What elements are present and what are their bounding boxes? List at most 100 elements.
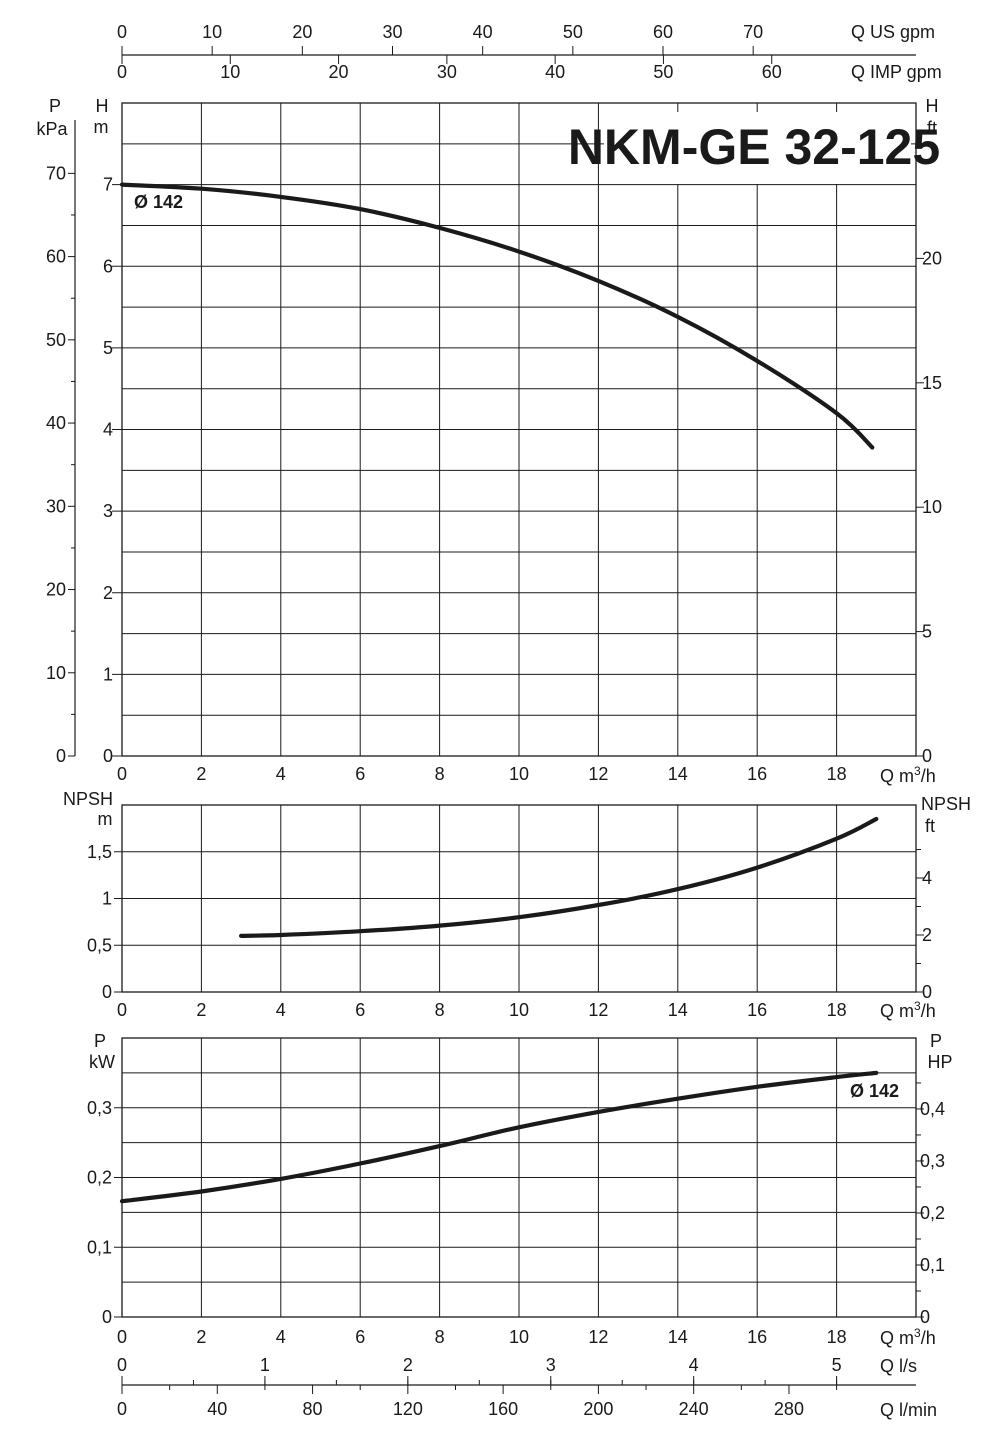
- head-left-tick-label: 1: [103, 664, 113, 684]
- head-right-axis-unit: ft: [927, 118, 937, 138]
- power-x-tick-label: 8: [435, 1327, 445, 1347]
- ls-tick-label: 1: [260, 1355, 270, 1375]
- npsh-left-tick-label: 0: [102, 982, 112, 1002]
- npsh-left-tick-label: 1,5: [87, 842, 112, 862]
- power-left-tick-label: 0,1: [87, 1237, 112, 1257]
- npsh-ft-tick-label: 4: [922, 868, 932, 888]
- power-x-tick-label: 16: [747, 1327, 767, 1347]
- title-box: NKM-GE 32-125: [568, 112, 940, 184]
- npsh-x-tick-label: 18: [827, 1000, 847, 1020]
- npsh-x-tick-label: 8: [435, 1000, 445, 1020]
- head-x-tick-label: 18: [827, 764, 847, 784]
- us-gpm-tick-label: 50: [563, 22, 583, 42]
- head-x-tick-label: 10: [509, 764, 529, 784]
- power-hp-tick-label: 0: [920, 1307, 930, 1327]
- power-left-axis-title: P: [94, 1031, 106, 1051]
- head-x-tick-label: 2: [196, 764, 206, 784]
- head-left-axis-unit: m: [94, 117, 109, 137]
- kpa-axis-unit: kPa: [36, 119, 68, 139]
- us-gpm-tick-label: 70: [743, 22, 763, 42]
- head-x-tick-label: 6: [355, 764, 365, 784]
- npsh-left-axis-title: NPSH: [63, 789, 113, 809]
- imp-gpm-tick-label: 40: [545, 62, 565, 82]
- power-x-tick-label: 6: [355, 1327, 365, 1347]
- power-right-axis-unit: HP: [927, 1052, 952, 1072]
- label-layer: 0 2 4 6 8 10 12 14 16 180 2 4 6 8 10 12 14 16 180 2 4 6 8 10 12 1…: [36, 22, 971, 1419]
- npsh-right-axis-unit: ft: [925, 816, 935, 836]
- kpa-tick-label: 70: [46, 163, 66, 183]
- title-background: [604, 112, 911, 184]
- imp-gpm-tick-label: 0: [117, 62, 127, 82]
- grid-layer: [121, 102, 917, 1318]
- imp-gpm-tick-label: 60: [762, 62, 782, 82]
- us-gpm-tick-label: 60: [653, 22, 673, 42]
- bottom-lmin-label: Q l/min: [880, 1400, 937, 1420]
- npsh-x-tick-label: 16: [747, 1000, 767, 1020]
- chart-title: NKM-GE 32-125: [568, 119, 940, 175]
- head-x-tick-label: 16: [747, 764, 767, 784]
- power-left-tick-label: 0,2: [87, 1168, 112, 1188]
- ls-tick-label: 5: [832, 1355, 842, 1375]
- head-left-tick-label: 3: [103, 501, 113, 521]
- lmin-tick-label: 160: [488, 1399, 518, 1419]
- kpa-tick-label: 50: [46, 330, 66, 350]
- us-gpm-tick-label: 0: [117, 22, 127, 42]
- head-x-tick-label: 12: [588, 764, 608, 784]
- lmin-tick-label: 40: [207, 1399, 227, 1419]
- ls-tick-label: 0: [117, 1355, 127, 1375]
- kpa-tick-label: 10: [46, 663, 66, 683]
- npsh-left-tick-label: 1: [102, 889, 112, 909]
- npsh-x-tick-label: 10: [509, 1000, 529, 1020]
- lmin-tick-label: 120: [393, 1399, 423, 1419]
- kpa-tick-label: 40: [46, 413, 66, 433]
- head-x-tick-label: 0: [117, 764, 127, 784]
- head-ft-tick-label: 5: [922, 622, 932, 642]
- kpa-tick-label: 0: [56, 746, 66, 766]
- lmin-tick-label: 280: [774, 1399, 804, 1419]
- imp-gpm-tick-label: 50: [653, 62, 673, 82]
- power-curve-label: Ø 142: [850, 1081, 899, 1101]
- power-x-tick-label: 0: [117, 1327, 127, 1347]
- head-ft-tick-label: 20: [922, 248, 942, 268]
- head-curve-label: Ø 142: [134, 192, 183, 212]
- head-x-axis-label: Q m3/h: [880, 764, 936, 786]
- head-left-tick-label: 7: [103, 175, 113, 195]
- head-left-tick-label: 0: [103, 746, 113, 766]
- lmin-tick-label: 0: [117, 1399, 127, 1419]
- power-x-tick-label: 10: [509, 1327, 529, 1347]
- npsh-ft-tick-label: 2: [922, 925, 932, 945]
- us-gpm-tick-label: 10: [202, 22, 222, 42]
- kpa-axis-title: P: [49, 96, 61, 116]
- npsh-ft-tick-label: 0: [922, 982, 932, 1002]
- ls-tick-label: 2: [403, 1355, 413, 1375]
- kpa-tick-label: 30: [46, 496, 66, 516]
- npsh-x-axis-label: Q m3/h: [880, 999, 936, 1021]
- power-x-tick-label: 12: [588, 1327, 608, 1347]
- axis-layer: [68, 46, 924, 1394]
- npsh-left-tick-label: 0,5: [87, 935, 112, 955]
- head-ft-tick-label: 10: [922, 497, 942, 517]
- head-ft-tick-label: 15: [922, 373, 942, 393]
- power-x-axis-label: Q m3/h: [880, 1326, 936, 1348]
- power-hp-tick-label: 0,2: [920, 1203, 945, 1223]
- imp-gpm-tick-label: 10: [220, 62, 240, 82]
- lmin-tick-label: 240: [679, 1399, 709, 1419]
- head-x-tick-label: 8: [435, 764, 445, 784]
- lmin-tick-label: 200: [583, 1399, 613, 1419]
- bottom-ls-label: Q l/s: [880, 1356, 917, 1376]
- head-left-tick-label: 4: [103, 420, 113, 440]
- npsh-curve: [239, 816, 879, 938]
- head-left-tick-label: 6: [103, 256, 113, 276]
- curve-layer: [119, 182, 879, 1204]
- npsh-x-tick-label: 14: [668, 1000, 688, 1020]
- power-left-tick-label: 0: [102, 1307, 112, 1327]
- us-gpm-tick-label: 40: [473, 22, 493, 42]
- head-left-axis-title: H: [96, 96, 109, 116]
- imp-gpm-tick-label: 20: [329, 62, 349, 82]
- npsh-x-tick-label: 4: [276, 1000, 286, 1020]
- power-right-axis-title: P: [930, 1031, 942, 1051]
- ls-tick-label: 3: [546, 1355, 556, 1375]
- npsh-x-tick-label: 0: [117, 1000, 127, 1020]
- power-x-tick-label: 14: [668, 1327, 688, 1347]
